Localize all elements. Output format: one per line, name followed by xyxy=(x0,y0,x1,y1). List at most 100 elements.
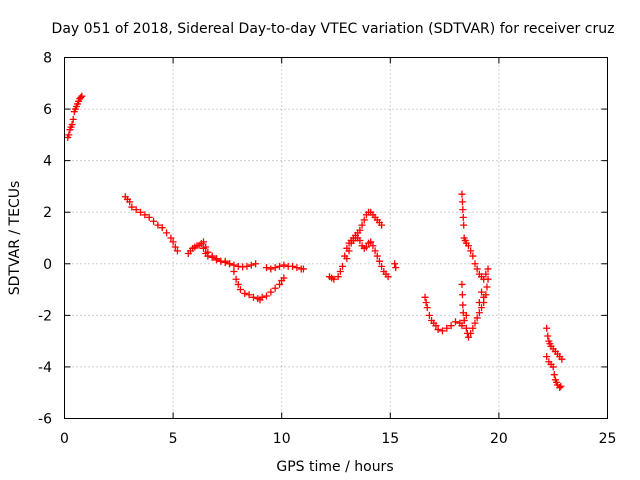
data-point xyxy=(163,229,171,237)
data-point xyxy=(447,322,455,330)
data-point xyxy=(65,131,73,139)
data-point xyxy=(202,243,210,251)
data-point xyxy=(482,270,490,278)
data-point xyxy=(362,243,370,251)
data-point xyxy=(459,301,467,309)
data-point xyxy=(262,292,270,300)
x-tick-label: 0 xyxy=(60,431,69,447)
data-point xyxy=(367,238,375,246)
data-point xyxy=(137,208,145,216)
data-point xyxy=(460,317,468,325)
data-point xyxy=(459,309,467,317)
data-point xyxy=(425,311,433,319)
data-point xyxy=(458,198,466,206)
data-point xyxy=(267,288,275,296)
data-point xyxy=(478,304,486,312)
data-point xyxy=(422,298,430,306)
data-point xyxy=(544,332,552,340)
data-point xyxy=(423,304,431,312)
data-point xyxy=(267,265,275,273)
data-point xyxy=(473,314,481,322)
data-point xyxy=(391,260,399,268)
data-point xyxy=(77,93,85,101)
data-point xyxy=(460,221,468,229)
data-point xyxy=(421,293,429,301)
series-arc-8 xyxy=(421,293,470,335)
data-point xyxy=(369,242,377,250)
data-point xyxy=(467,329,475,337)
data-point xyxy=(241,289,249,297)
data-point xyxy=(464,333,472,341)
data-point xyxy=(467,247,475,255)
data-point xyxy=(434,326,442,334)
data-point xyxy=(543,324,551,332)
data-point xyxy=(221,257,229,265)
series-arc-1 xyxy=(64,92,86,141)
data-point xyxy=(378,262,386,270)
y-tick-label: 0 xyxy=(43,257,52,273)
data-point xyxy=(243,262,251,270)
data-point xyxy=(230,268,238,276)
data-point xyxy=(271,264,279,272)
data-point xyxy=(128,203,136,211)
y-tick-label: -6 xyxy=(38,412,52,428)
data-point xyxy=(459,213,467,221)
data-point xyxy=(432,322,440,330)
data-point xyxy=(299,265,307,273)
x-tick-label: 25 xyxy=(599,431,617,447)
data-point xyxy=(258,293,266,301)
data-point xyxy=(213,255,221,263)
data-point xyxy=(293,264,301,272)
data-point xyxy=(280,261,288,269)
series-arc-4 xyxy=(200,238,288,304)
data-point xyxy=(378,221,386,229)
data-point xyxy=(271,284,279,292)
data-point xyxy=(167,234,175,242)
data-point xyxy=(451,318,459,326)
data-point xyxy=(458,322,466,330)
data-point xyxy=(339,262,347,270)
data-point xyxy=(345,247,353,255)
y-tick-label: -4 xyxy=(38,360,52,376)
data-point xyxy=(245,291,253,299)
series-arc-11 xyxy=(543,324,566,392)
data-point xyxy=(550,371,558,379)
y-tick-label: 4 xyxy=(43,154,52,170)
data-point xyxy=(330,275,338,283)
series-arc-7 xyxy=(343,234,400,281)
data-point xyxy=(68,121,76,129)
data-points xyxy=(64,92,566,392)
data-point xyxy=(475,309,483,317)
data-point xyxy=(252,260,260,268)
data-point xyxy=(358,221,366,229)
data-point xyxy=(469,252,477,260)
x-tick-label: 10 xyxy=(273,431,291,447)
data-point xyxy=(150,217,158,225)
data-point xyxy=(558,355,566,363)
data-point xyxy=(262,264,270,272)
data-point xyxy=(373,252,381,260)
data-point xyxy=(280,274,288,282)
data-point xyxy=(230,261,238,269)
data-point xyxy=(158,224,166,232)
x-tick-label: 20 xyxy=(490,431,508,447)
data-point xyxy=(478,288,486,296)
y-tick-label: 6 xyxy=(43,102,52,118)
data-point xyxy=(458,291,466,299)
y-tick-label: -2 xyxy=(38,308,52,324)
data-point xyxy=(141,211,149,219)
data-point xyxy=(469,324,477,332)
data-point xyxy=(462,324,470,332)
data-point xyxy=(471,319,479,327)
data-point xyxy=(289,262,297,270)
x-tick-label: 15 xyxy=(381,431,399,447)
data-point xyxy=(204,248,212,256)
data-point xyxy=(171,243,179,251)
data-point xyxy=(173,247,181,255)
x-tick-label: 5 xyxy=(169,431,178,447)
data-point xyxy=(458,280,466,288)
data-point xyxy=(459,206,467,214)
data-point xyxy=(356,226,364,234)
y-axis-label: SDTVAR / TECUs xyxy=(7,181,23,296)
